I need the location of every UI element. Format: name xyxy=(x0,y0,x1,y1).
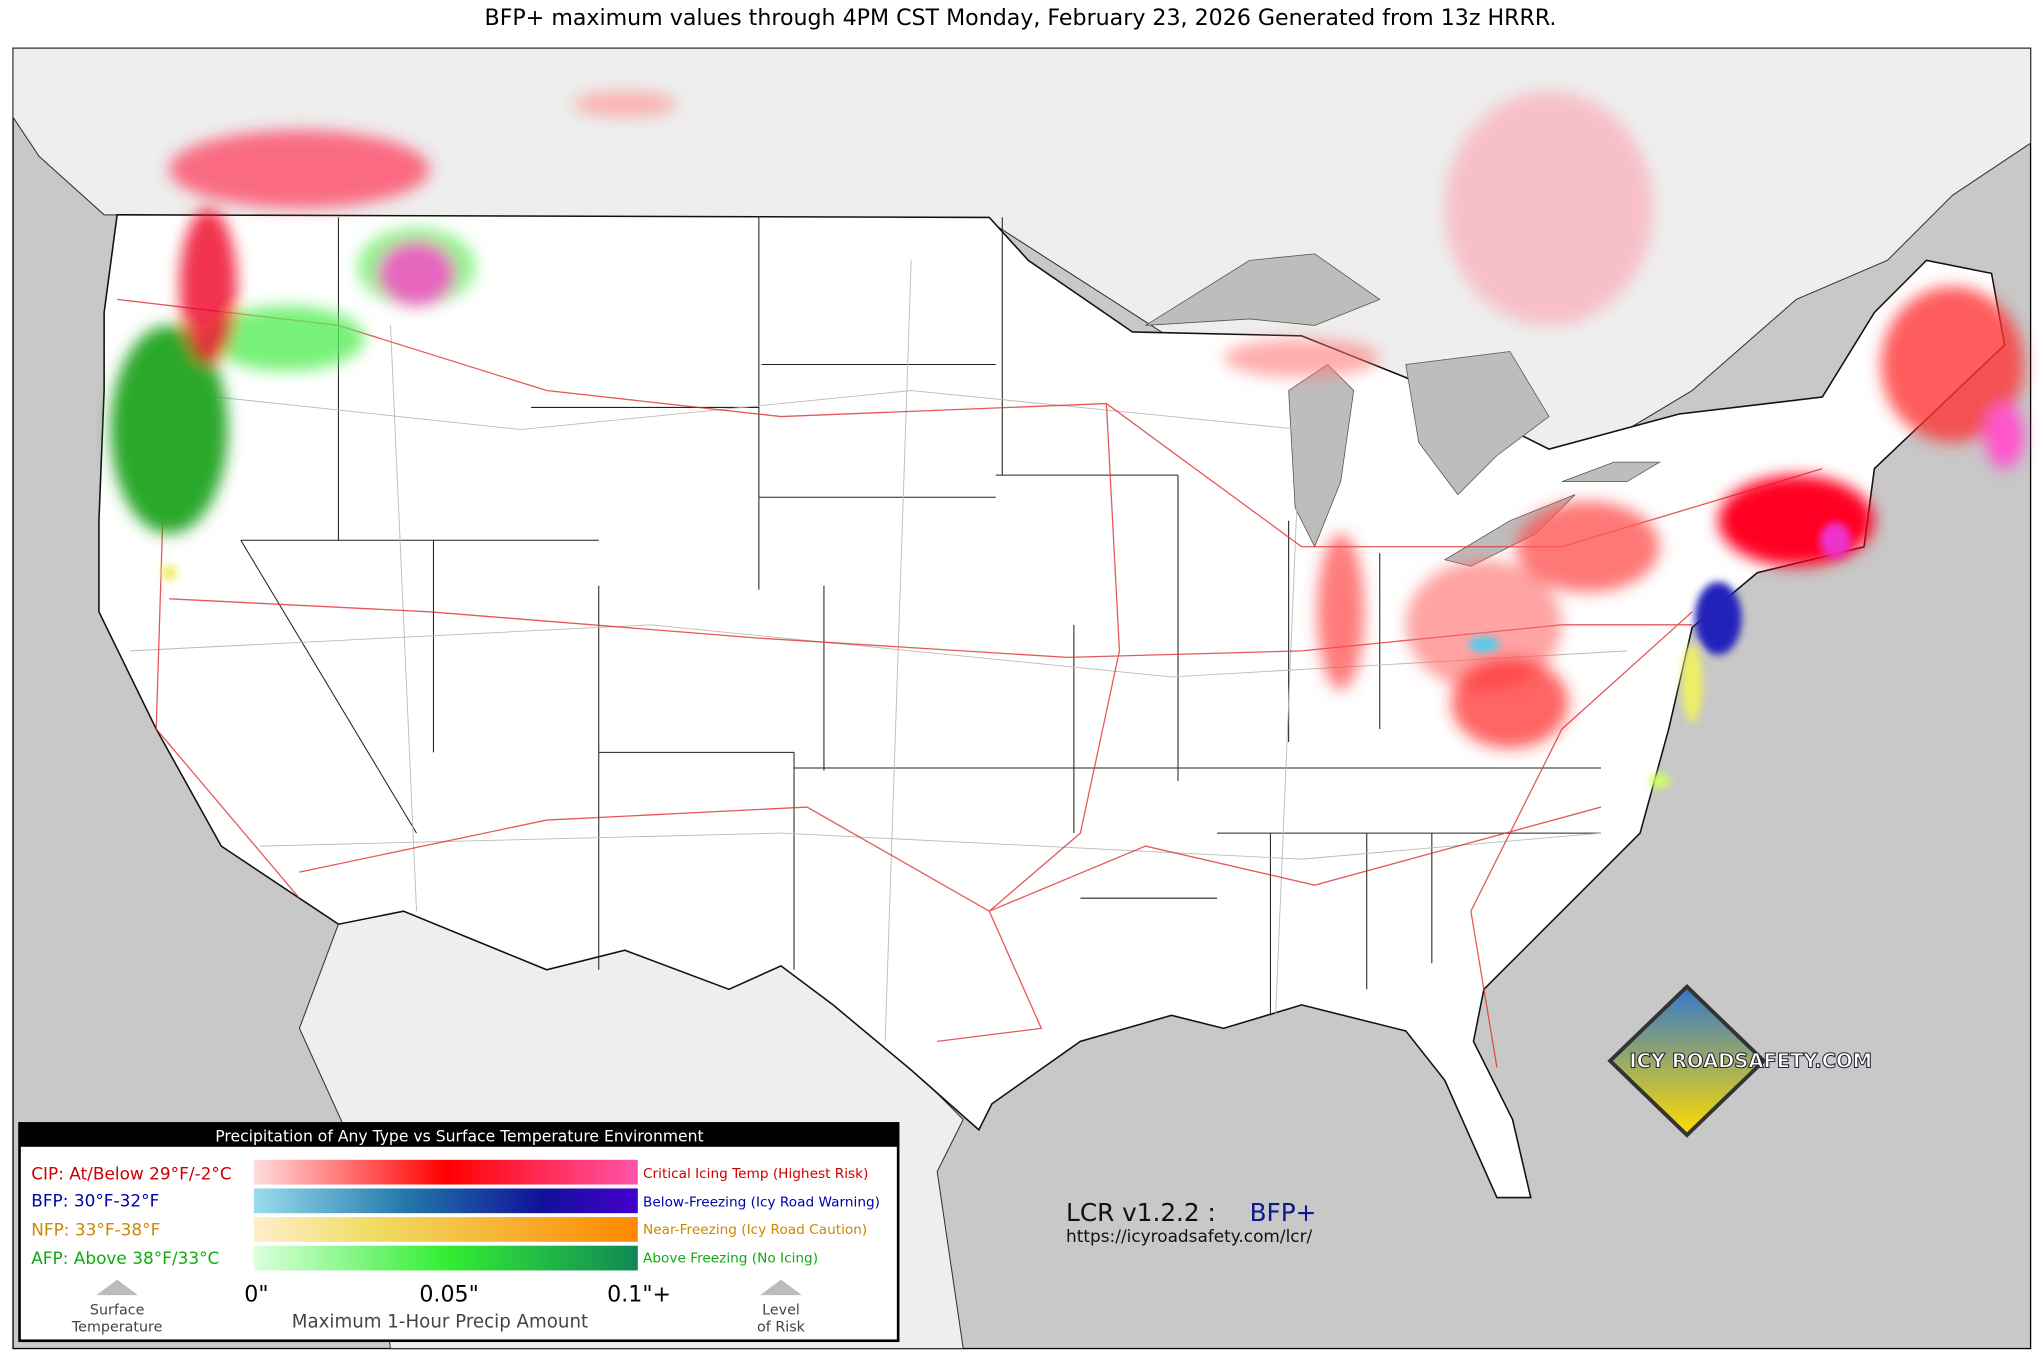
precip-cip xyxy=(169,130,430,209)
precip-cip xyxy=(1516,501,1660,593)
precip-afp xyxy=(110,325,228,534)
scale-label: 0" xyxy=(244,1282,268,1308)
legend-label: CIP: At/Below 29°F/-2°C xyxy=(31,1163,231,1183)
legend-description: Above Freezing (No Icing) xyxy=(643,1251,818,1267)
precip-cip xyxy=(1451,657,1569,749)
precip-cip xyxy=(1880,286,2025,443)
legend-gradient xyxy=(253,1188,638,1214)
logo-text: ICY ROADSAFETY.COM xyxy=(1629,1049,1872,1072)
product-version: LCR v1.2.2 : xyxy=(1066,1198,1216,1227)
precip-afp xyxy=(1649,773,1671,789)
precip-detail xyxy=(161,521,1851,789)
product-name: BFP+ xyxy=(1250,1198,1317,1227)
map-title: BFP+ maximum values through 4PM CST Mond… xyxy=(485,5,1557,31)
legend-title: Precipitation of Any Type vs Surface Tem… xyxy=(215,1128,703,1146)
axis-label: Maximum 1-Hour Precip Amount xyxy=(292,1312,588,1333)
precip-cip xyxy=(1819,521,1851,559)
lake-huron xyxy=(1405,351,1550,496)
state-borders xyxy=(240,217,1602,1016)
logo: ICY ROADSAFETY.COM xyxy=(1607,983,1873,1138)
precip-bfp xyxy=(1694,581,1742,655)
arrow-label: Surface xyxy=(90,1303,145,1319)
legend: Precipitation of Any Type vs Surface Tem… xyxy=(18,1122,900,1343)
precip-nfp xyxy=(161,564,178,581)
precip-cip xyxy=(1223,338,1380,378)
precip-cip xyxy=(1718,475,1875,567)
scale-label: 0.05" xyxy=(419,1282,478,1308)
legend-gradient xyxy=(253,1159,638,1185)
legend-description: Critical Icing Temp (Highest Risk) xyxy=(643,1166,868,1182)
legend-description: Near-Freezing (Icy Road Caution) xyxy=(643,1222,867,1238)
arrow-label: Temperature xyxy=(71,1320,163,1336)
arrow-label: of Risk xyxy=(757,1320,806,1336)
precip-bfp xyxy=(1468,636,1500,653)
arrow-label: Level xyxy=(762,1303,800,1319)
precip-cip xyxy=(377,240,456,306)
precip-cip xyxy=(179,208,237,365)
arrow-icon xyxy=(96,1279,138,1296)
legend-label: NFP: 33°F-38°F xyxy=(31,1219,160,1239)
great-lakes xyxy=(1145,253,1662,567)
precip-cip xyxy=(1985,403,2025,469)
legend-description: Below-Freezing (Icy Road Warning) xyxy=(643,1195,880,1211)
minor-roads xyxy=(130,260,1628,1042)
precip-nfp xyxy=(1681,644,1703,723)
product-info: LCR v1.2.2 : BFP+ https://icyroadsafety.… xyxy=(1066,1198,1316,1246)
precip-cip xyxy=(1405,559,1562,690)
legend-gradient xyxy=(253,1245,638,1271)
precip-cip xyxy=(572,91,677,118)
logo-diamond xyxy=(1607,983,1767,1138)
united-states xyxy=(98,214,2006,1199)
legend-gradient xyxy=(253,1217,638,1242)
arrow-icon xyxy=(760,1279,802,1296)
precip-fields xyxy=(110,91,2025,749)
legend-header xyxy=(19,1123,899,1147)
scale-label: 0.1"+ xyxy=(607,1282,671,1308)
legend-label: AFP: Above 38°F/33°C xyxy=(31,1248,219,1268)
legend-label: BFP: 30°F-32°F xyxy=(31,1191,159,1211)
precip-cip xyxy=(1317,533,1365,690)
precip-afp xyxy=(208,305,365,372)
precip-cip xyxy=(1444,91,1654,326)
product-url: https://icyroadsafety.com/lcr/ xyxy=(1066,1226,1312,1246)
lake-superior xyxy=(1145,253,1381,326)
lake-ontario xyxy=(1561,461,1662,483)
